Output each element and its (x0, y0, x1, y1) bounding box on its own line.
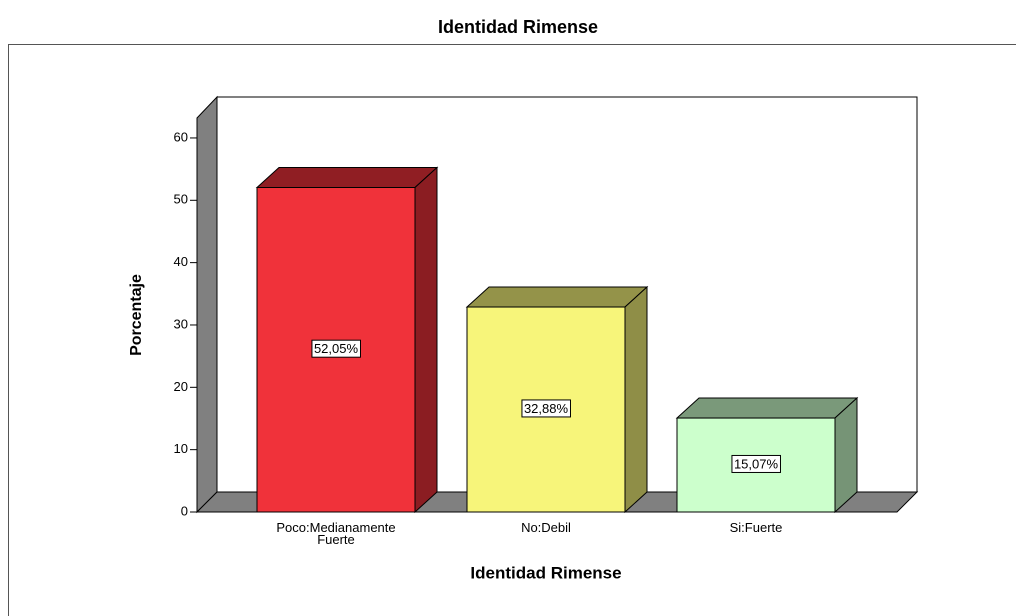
left-wall (196, 95, 218, 514)
bar-side (624, 285, 648, 514)
y-tick-label: 50 (174, 192, 188, 207)
y-tick-label: 20 (174, 379, 188, 394)
chart-title: Identidad Rimense (438, 17, 598, 37)
x-tick-label: Si:Fuerte (729, 520, 783, 535)
bar-side (834, 396, 858, 514)
y-tick-label: 30 (174, 316, 188, 331)
y-tick-label: 40 (174, 254, 188, 269)
value-label: 52,05% (314, 341, 359, 356)
y-axis-title: Porcentaje (128, 274, 145, 356)
x-tick-label: No:Debil (521, 520, 571, 535)
value-label: 32,88% (524, 401, 569, 416)
y-tick-label: 60 (174, 129, 188, 144)
x-tick-label: Poco:Medianamente Fuerte (276, 520, 396, 547)
frame (8, 44, 1016, 616)
bar-top (255, 167, 439, 189)
value-label-box (521, 399, 571, 418)
value-label-box (311, 339, 361, 358)
value-label: 15,07% (734, 456, 779, 471)
bar-top (465, 286, 649, 308)
y-tick-label: 0 (181, 503, 188, 518)
bar-top (675, 397, 859, 419)
value-label-box (731, 454, 781, 473)
x-axis-title: Identidad Rimense (470, 563, 621, 582)
y-tick-label: 10 (174, 441, 188, 456)
bar-side (414, 166, 438, 514)
